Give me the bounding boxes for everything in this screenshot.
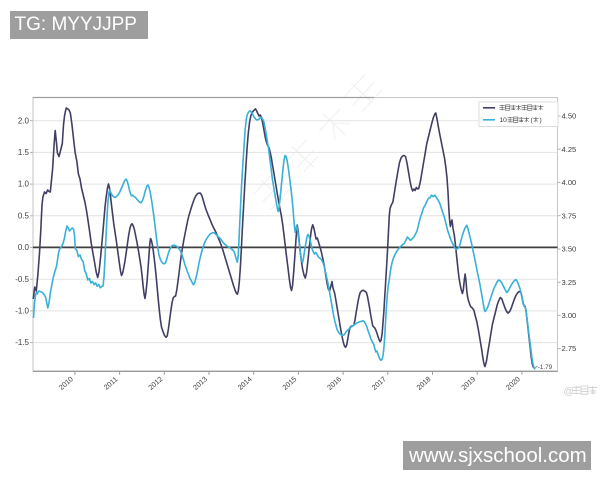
svg-text:2015: 2015 bbox=[280, 374, 298, 391]
svg-text:-0.5: -0.5 bbox=[15, 275, 29, 284]
svg-text:2018: 2018 bbox=[415, 374, 433, 391]
svg-text:2011: 2011 bbox=[102, 375, 120, 392]
svg-text:2.75: 2.75 bbox=[562, 344, 577, 353]
svg-text:4.25: 4.25 bbox=[562, 145, 577, 154]
svg-text:1.0: 1.0 bbox=[18, 180, 30, 189]
svg-text:4.00: 4.00 bbox=[562, 178, 577, 187]
svg-text:2012: 2012 bbox=[146, 374, 164, 391]
svg-text:1.5: 1.5 bbox=[18, 148, 30, 157]
svg-text:3.50: 3.50 bbox=[562, 245, 577, 254]
svg-text:3.25: 3.25 bbox=[562, 278, 577, 287]
svg-text:2016: 2016 bbox=[325, 374, 343, 391]
svg-text:0.5: 0.5 bbox=[18, 211, 30, 220]
svg-text:3.75: 3.75 bbox=[562, 211, 577, 220]
svg-text:@: @ bbox=[564, 387, 574, 398]
svg-text:-1.0: -1.0 bbox=[15, 307, 29, 316]
svg-text:2013: 2013 bbox=[191, 374, 209, 391]
svg-text:2017: 2017 bbox=[370, 374, 388, 391]
svg-text:2010: 2010 bbox=[57, 374, 75, 391]
svg-text:(: ( bbox=[531, 117, 534, 124]
svg-text:4.50: 4.50 bbox=[562, 112, 577, 121]
svg-text:2014: 2014 bbox=[236, 374, 254, 391]
svg-text:0.0: 0.0 bbox=[18, 243, 30, 252]
svg-text:2.0: 2.0 bbox=[18, 116, 30, 125]
svg-text:): ) bbox=[540, 117, 542, 124]
svg-text:3.00: 3.00 bbox=[562, 311, 577, 320]
svg-text:-1.5: -1.5 bbox=[15, 338, 29, 347]
svg-text:-1.79: -1.79 bbox=[538, 364, 553, 371]
svg-text:10: 10 bbox=[500, 117, 508, 124]
svg-text:2020: 2020 bbox=[504, 374, 522, 391]
svg-text:2019: 2019 bbox=[459, 374, 477, 391]
